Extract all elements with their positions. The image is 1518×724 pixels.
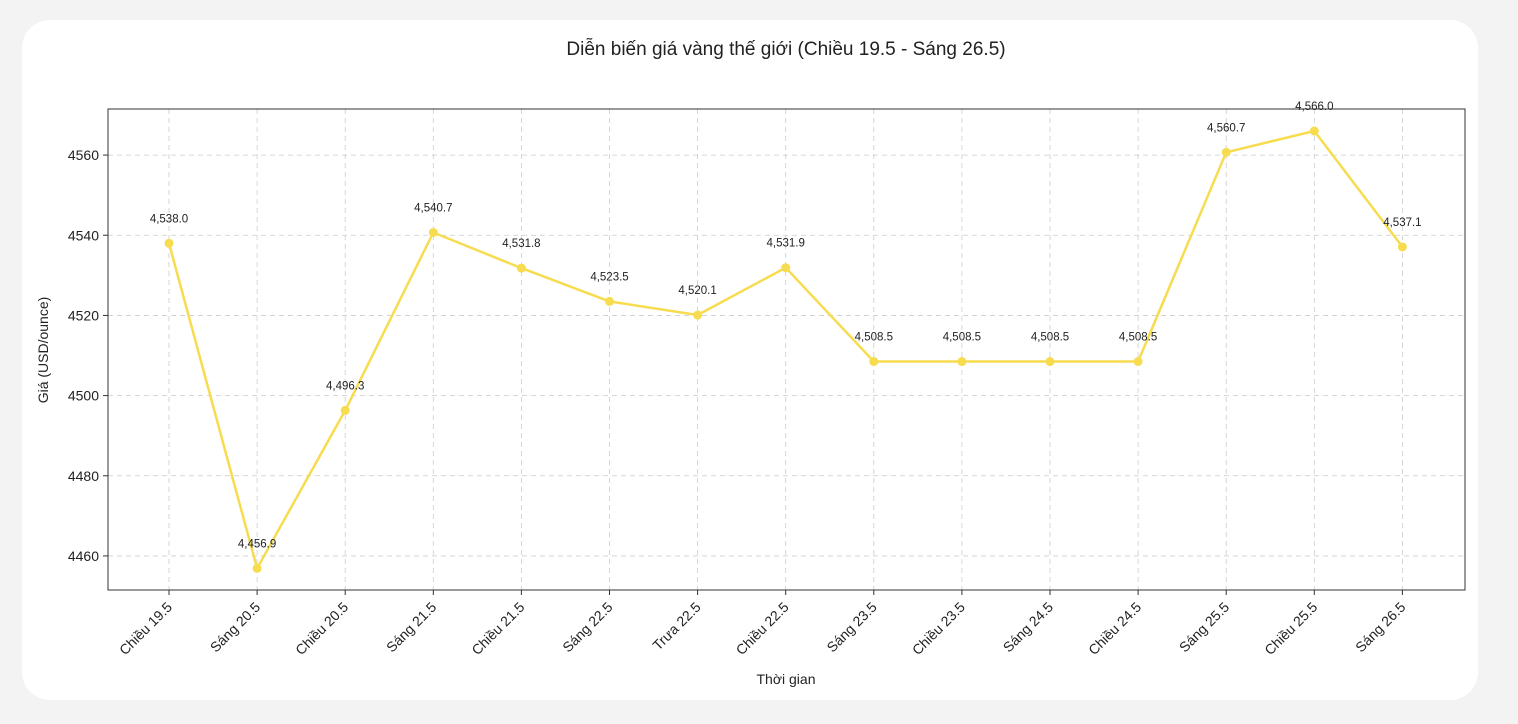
data-label: 4,508.5: [1031, 332, 1069, 344]
data-point: [252, 563, 262, 573]
data-label: 4,537.1: [1383, 217, 1421, 229]
x-tick-label: Sáng 23.5: [823, 599, 880, 656]
y-tick-label: 4560: [68, 147, 99, 163]
data-point: [693, 310, 703, 320]
x-tick-label: Chiều 20.5: [292, 599, 351, 658]
y-tick-label: 4480: [68, 468, 99, 484]
x-tick-label: Chiều 21.5: [468, 599, 527, 658]
data-label: 4,508.5: [943, 332, 981, 344]
data-point: [1221, 147, 1231, 157]
data-label: 4,496.3: [326, 380, 364, 392]
data-label: 4,540.7: [414, 202, 452, 214]
data-point: [1045, 357, 1055, 367]
chart-card: [22, 20, 1478, 700]
x-tick-label: Sáng 24.5: [1000, 599, 1057, 656]
y-tick-label: 4520: [68, 307, 99, 323]
data-point: [869, 357, 879, 367]
y-tick-label: 4540: [68, 227, 99, 243]
data-point: [781, 263, 791, 273]
data-point: [957, 357, 967, 367]
x-tick-label: Chiều 24.5: [1085, 599, 1144, 658]
data-label: 4,456.9: [238, 538, 276, 550]
x-axis-label: Thời gian: [757, 671, 816, 687]
data-label: 4,523.5: [590, 271, 628, 283]
data-label: 4,508.5: [855, 332, 893, 344]
y-tick-label: 4500: [68, 388, 99, 404]
data-labels: 4,538.0 4,456.9 4,496.3 4,540.7 4,531.8 4,523…: [150, 101, 1422, 550]
data-label: 4,566.0: [1295, 101, 1333, 113]
x-tick-label: Trưa 22.5: [649, 599, 704, 654]
data-point: [164, 238, 174, 248]
data-point: [428, 227, 438, 237]
x-tick-label: Sáng 21.5: [383, 599, 440, 656]
data-label: 4,560.7: [1207, 122, 1245, 134]
x-tick-label: Chiều 23.5: [909, 599, 968, 658]
y-axis-label: Giá (USD/ounce): [35, 297, 51, 404]
y-axis: 4460 4480 4500 4520 4540 4560: [68, 147, 108, 564]
x-tick-label: Chiều 22.5: [733, 599, 792, 658]
data-label: 4,508.5: [1119, 332, 1157, 344]
x-tick-label: Chiều 25.5: [1261, 599, 1320, 658]
grid-lines: [108, 109, 1465, 590]
x-tick-label: Sáng 25.5: [1176, 599, 1233, 656]
x-tick-label: Sáng 22.5: [559, 599, 616, 656]
data-point: [340, 405, 350, 415]
data-label: 4,538.0: [150, 213, 188, 225]
data-label: 4,531.8: [502, 238, 540, 250]
data-point: [1133, 357, 1143, 367]
x-tick-label: Chiều 19.5: [116, 599, 175, 658]
y-tick-label: 4460: [68, 548, 99, 564]
x-axis: Chiều 19.5 Sáng 20.5 Chiều 20.5 Sáng 21.5 Ch…: [116, 590, 1409, 658]
plot-frame: [107, 108, 1466, 591]
series-line: [167, 129, 1404, 570]
data-point: [1397, 242, 1407, 252]
data-point: [605, 296, 614, 306]
data-label: 4,520.1: [678, 285, 716, 297]
data-point: [516, 263, 526, 273]
data-point: [1309, 126, 1319, 136]
chart-title: Diễn biến giá vàng thế giới (Chiều 19.5 …: [566, 38, 1005, 60]
x-tick-label: Sáng 26.5: [1352, 599, 1409, 656]
x-tick-label: Sáng 20.5: [207, 599, 264, 656]
data-points: [164, 126, 1407, 573]
data-label: 4,531.9: [767, 238, 805, 250]
